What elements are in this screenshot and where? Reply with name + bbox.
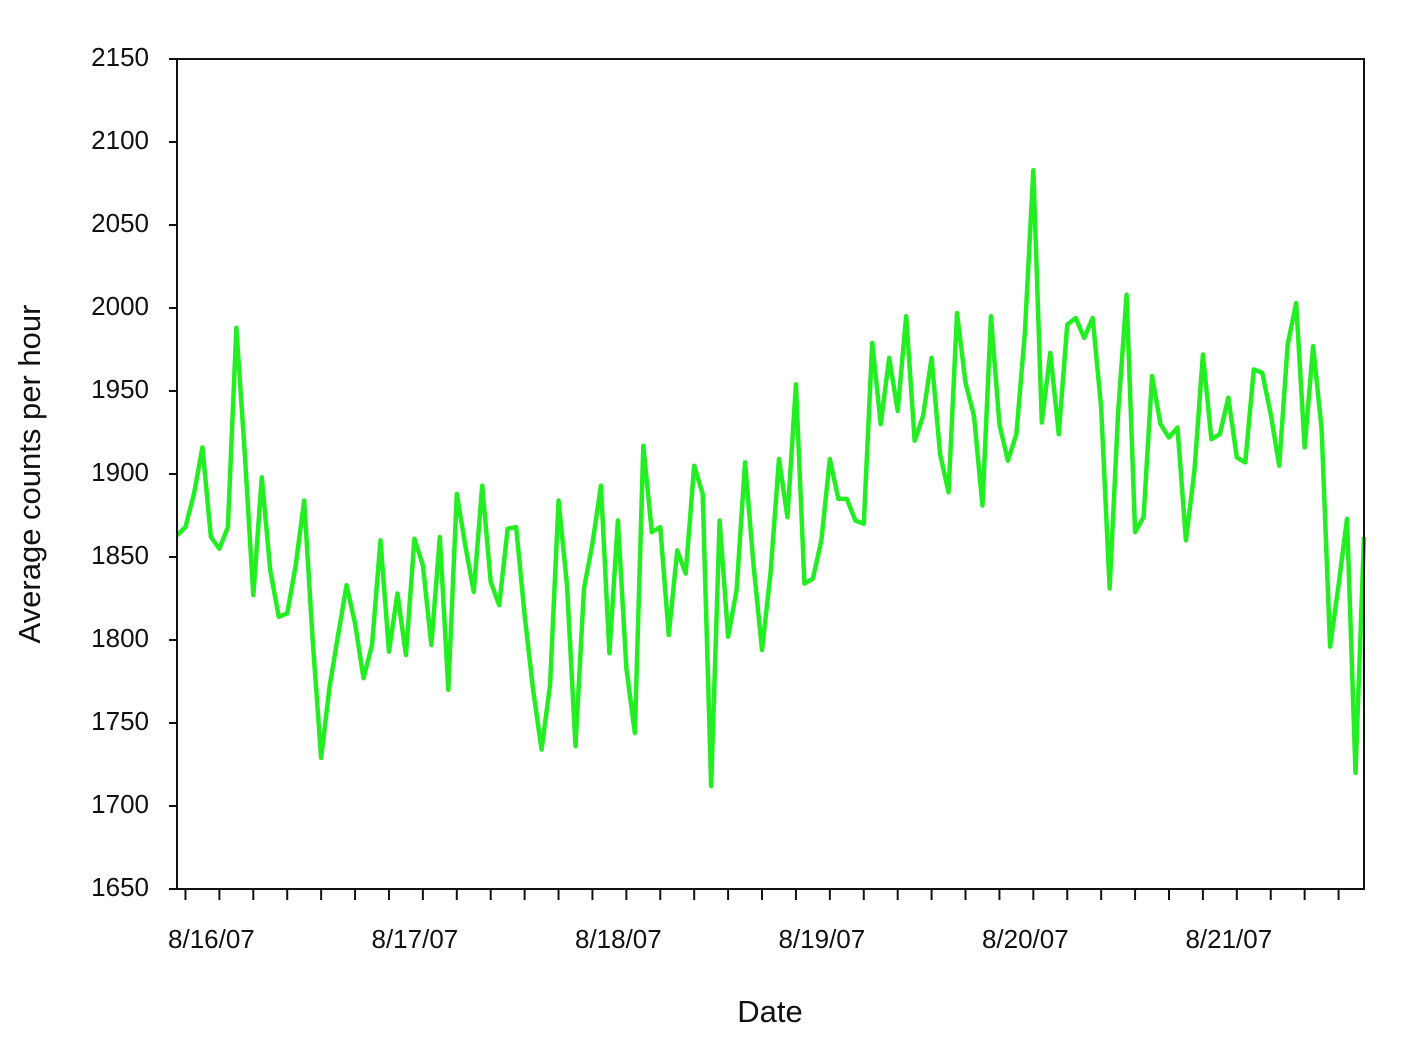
y-tick-label: 1950 bbox=[91, 374, 149, 404]
y-tick-label: 1650 bbox=[91, 872, 149, 902]
y-tick-label: 2050 bbox=[91, 208, 149, 238]
x-axis-title: Date bbox=[737, 994, 802, 1029]
y-tick-label: 1900 bbox=[91, 457, 149, 487]
y-tick-label: 2000 bbox=[91, 291, 149, 321]
y-axis-title: Average counts per hour bbox=[12, 305, 47, 644]
plot-frame bbox=[176, 58, 1365, 890]
y-tick-label: 1750 bbox=[91, 706, 149, 736]
data-line bbox=[175, 167, 1367, 789]
y-tick-label: 1700 bbox=[91, 789, 149, 819]
x-tick-label: 8/16/07 bbox=[168, 924, 255, 954]
y-tick-label: 1850 bbox=[91, 540, 149, 570]
x-tick-label: 8/17/07 bbox=[372, 924, 459, 954]
x-tick-label: 8/21/07 bbox=[1185, 924, 1272, 954]
x-tick-label: 8/18/07 bbox=[575, 924, 662, 954]
y-tick-label: 2100 bbox=[91, 125, 149, 155]
x-tick-label: 8/19/07 bbox=[778, 924, 865, 954]
x-tick-label: 8/20/07 bbox=[982, 924, 1069, 954]
y-tick-label: 2150 bbox=[91, 42, 149, 72]
y-tick-label: 1800 bbox=[91, 623, 149, 653]
